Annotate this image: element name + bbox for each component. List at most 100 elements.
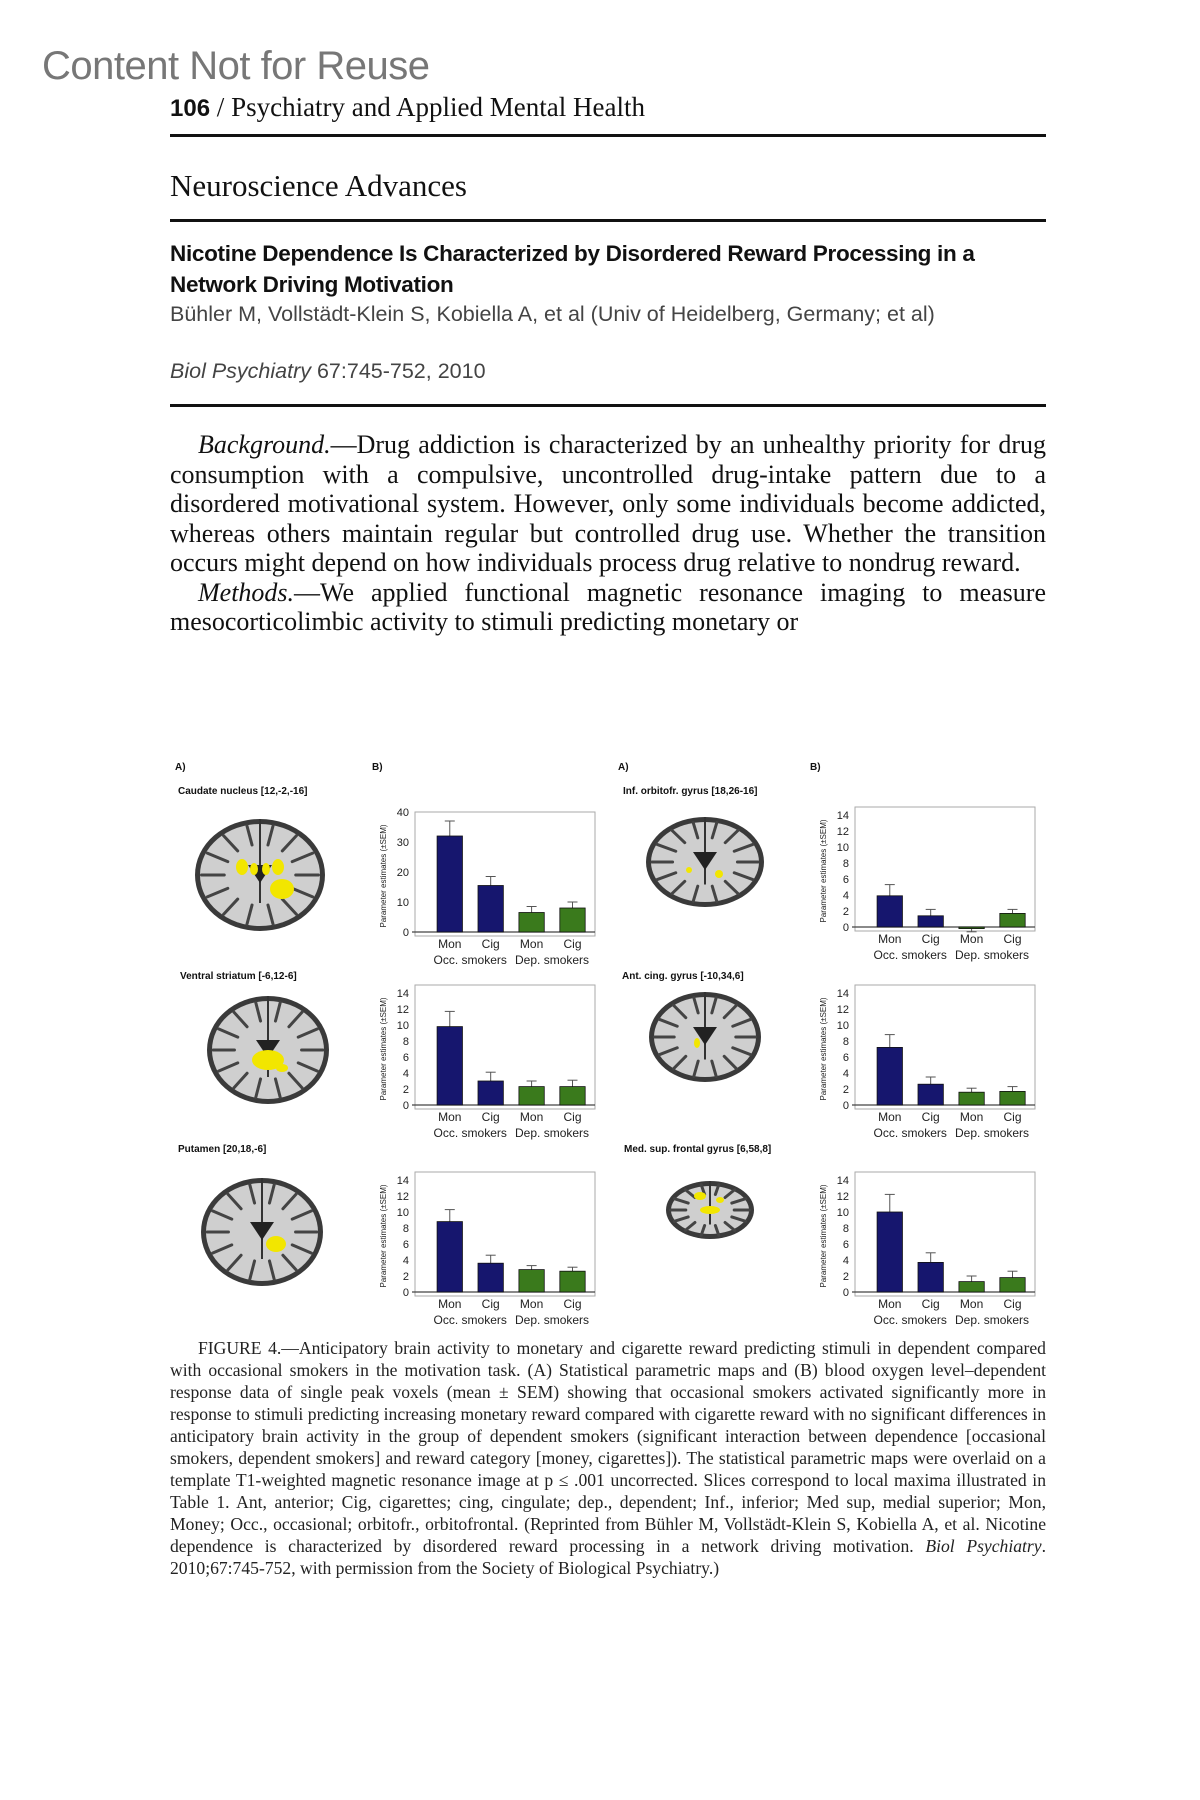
y-axis-label: Parameter estimates (±SEM) <box>819 819 828 922</box>
bar-chart: 0 2 4 6 8 10 12 14 Parameter estimates (±SEM) Mon… <box>819 984 1036 1140</box>
y-tick-label: 2 <box>843 1084 849 1096</box>
bar <box>917 1262 944 1293</box>
paragraph-heading: Methods. <box>198 577 295 607</box>
category-label: Mon <box>878 932 901 946</box>
group-label: Dep. smokers <box>955 1126 1029 1140</box>
brain-slice-image <box>201 1178 323 1286</box>
y-tick-label: 10 <box>397 1207 409 1219</box>
region-label: Ventral striatum [-6,12-6] <box>180 971 297 982</box>
category-label: Mon <box>438 1297 461 1311</box>
bar <box>876 1047 903 1106</box>
panel-b-label: B) <box>372 762 383 773</box>
bar <box>999 913 1026 928</box>
bar <box>477 1080 504 1106</box>
category-label: Mon <box>878 1297 901 1311</box>
bar <box>999 1277 1026 1293</box>
plot-frame <box>854 806 1036 932</box>
y-tick-label: 4 <box>843 1255 849 1267</box>
journal-name: Psychiatry and Applied Mental Health <box>231 92 645 122</box>
group-label: Dep. smokers <box>515 1126 589 1140</box>
category-label: Mon <box>438 937 461 951</box>
panel-a-label: A) <box>175 762 186 773</box>
y-tick-label: 8 <box>403 1036 409 1048</box>
bar <box>999 1091 1026 1106</box>
y-axis-label: Parameter estimates (±SEM) <box>379 1184 388 1287</box>
article-title: Nicotine Dependence Is Characterized by … <box>170 241 975 297</box>
activation-blob <box>250 863 258 875</box>
group-label: Occ. smokers <box>874 948 947 962</box>
divider <box>170 404 1046 407</box>
y-tick-label: 2 <box>403 1084 409 1096</box>
y-tick-label: 10 <box>397 1020 409 1032</box>
y-tick-label: 14 <box>837 810 849 822</box>
y-tick-label: 0 <box>843 922 849 934</box>
category-label: Cig <box>563 1110 581 1124</box>
article-citation: Biol Psychiatry 67:745-752, 2010 <box>170 359 486 384</box>
brain-slice-image <box>666 1181 754 1239</box>
bar <box>917 1083 944 1106</box>
activation-blob <box>266 1236 286 1252</box>
category-label: Mon <box>960 932 983 946</box>
bar <box>559 1086 586 1106</box>
background-paragraph: Background.—Drug addiction is characteri… <box>170 430 1046 578</box>
bar-chart: 0 2 4 6 8 10 12 14 Parameter estimates (±SEM) Mon… <box>379 1171 596 1327</box>
bar <box>876 895 903 928</box>
y-tick-label: 4 <box>843 1068 849 1080</box>
category-label: Cig <box>482 1297 500 1311</box>
bar-chart: 0 2 4 6 8 10 12 14 Parameter estimates (±SEM) Mon… <box>819 1171 1036 1327</box>
activation-blob <box>716 1197 724 1203</box>
y-tick-label: 14 <box>837 1175 849 1187</box>
panel-a-label: A) <box>618 762 629 773</box>
y-tick-label: 2 <box>843 906 849 918</box>
category-label: Cig <box>482 937 500 951</box>
group-label: Occ. smokers <box>434 953 507 967</box>
divider <box>170 134 1046 137</box>
caption-journal: Biol Psychiatry <box>925 1536 1042 1556</box>
plot-frame <box>414 984 596 1110</box>
y-tick-label: 8 <box>843 1036 849 1048</box>
category-label: Mon <box>520 1297 543 1311</box>
region-label: Inf. orbitofr. gyrus [18,26-16] <box>623 786 758 797</box>
y-tick-label: 10 <box>837 842 849 854</box>
separator: / <box>210 92 232 122</box>
bar <box>559 907 586 933</box>
y-tick-label: 6 <box>843 1052 849 1064</box>
y-tick-label: 6 <box>403 1239 409 1251</box>
category-label: Mon <box>520 1110 543 1124</box>
y-tick-label: 0 <box>843 1287 849 1299</box>
region-label: Putamen [20,18,-6] <box>178 1144 267 1155</box>
divider <box>170 219 1046 222</box>
category-label: Mon <box>438 1110 461 1124</box>
activation-blob <box>700 1206 720 1214</box>
article-authors: Bühler M, Vollstädt-Klein S, Kobiella A,… <box>170 302 935 326</box>
bar <box>876 1211 903 1293</box>
y-tick-label: 6 <box>843 1239 849 1251</box>
caption-label: FIGURE 4. <box>198 1338 282 1358</box>
bar <box>958 1281 985 1293</box>
bar-chart: 0 2 4 6 8 10 12 14 Parameter estimates (±SEM) Mon… <box>819 806 1036 962</box>
y-tick-label: 40 <box>397 807 409 819</box>
y-tick-label: 8 <box>403 1223 409 1235</box>
y-tick-label: 20 <box>397 867 409 879</box>
y-tick-label: 0 <box>403 1100 409 1112</box>
plot-frame <box>414 1171 596 1297</box>
y-tick-label: 14 <box>837 988 849 1000</box>
y-tick-label: 0 <box>403 927 409 939</box>
category-label: Cig <box>563 1297 581 1311</box>
running-head: 106 / Psychiatry and Applied Mental Heal… <box>170 92 645 123</box>
y-tick-label: 12 <box>837 1004 849 1016</box>
y-tick-label: 12 <box>837 826 849 838</box>
y-tick-label: 12 <box>837 1191 849 1203</box>
volume-pages: 67:745-752, 2010 <box>311 359 486 383</box>
caption-tail: . 2010;67:745-752, with permission from … <box>170 1536 1046 1578</box>
bar <box>518 1086 545 1106</box>
activation-blob <box>276 1064 288 1072</box>
brain-slice-image <box>195 819 325 931</box>
group-label: Occ. smokers <box>874 1126 947 1140</box>
y-tick-label: 6 <box>403 1052 409 1064</box>
abstract-body: Background.—Drug addiction is characteri… <box>170 430 1046 637</box>
page-number: 106 <box>170 95 211 122</box>
category-label: Mon <box>520 937 543 951</box>
bar <box>477 1262 504 1293</box>
y-tick-label: 10 <box>837 1207 849 1219</box>
